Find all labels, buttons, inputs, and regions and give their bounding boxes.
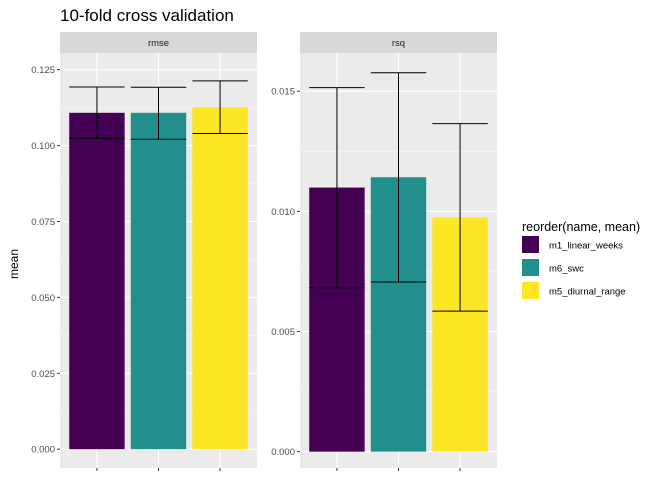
- y-tick-label: 0.125: [31, 65, 55, 76]
- y-tick-label: 0.005: [271, 327, 295, 338]
- legend-label: m6_swc: [549, 264, 584, 275]
- facet-rmse: rmse 0.000 0.025 0.050 0.075 0.100 0.125: [31, 32, 257, 471]
- y-tick-label: 0.010: [271, 207, 295, 218]
- bar-m5_diurnal_range: [192, 107, 248, 450]
- bar-m1_linear_weeks: [69, 112, 125, 450]
- legend-swatch-m5_diurnal_range: [522, 282, 539, 299]
- y-tick-label: 0.015: [271, 87, 295, 98]
- legend-swatch-m6_swc: [522, 259, 539, 276]
- chart-title: 10-fold cross validation: [60, 6, 234, 25]
- y-tick-label: 0.100: [31, 141, 55, 152]
- y-tick-label: 0.050: [31, 293, 55, 304]
- y-axis-title: mean: [7, 249, 21, 279]
- bar-m6_swc: [130, 112, 187, 450]
- y-tick-label: 0.075: [31, 217, 55, 228]
- legend-label: m5_diurnal_range: [549, 287, 626, 298]
- y-tick-label: 0.025: [31, 369, 55, 380]
- y-tick-label: 0.000: [271, 447, 295, 458]
- legend-swatch-m1_linear_weeks: [522, 236, 539, 253]
- facet-rsq: rsq 0.000 0.005 0.010 0.015: [271, 32, 497, 471]
- legend-label: m1_linear_weeks: [549, 241, 623, 252]
- y-tick-label: 0.000: [31, 445, 55, 456]
- legend: reorder(name, mean) m1_linear_weeks m6_sw…: [522, 220, 640, 299]
- facet-strip: [60, 32, 257, 53]
- legend-title: reorder(name, mean): [522, 220, 640, 234]
- facet-strip-label: rmse: [148, 38, 169, 49]
- facet-strip-label: rsq: [392, 38, 405, 49]
- facet-strip: [300, 32, 497, 53]
